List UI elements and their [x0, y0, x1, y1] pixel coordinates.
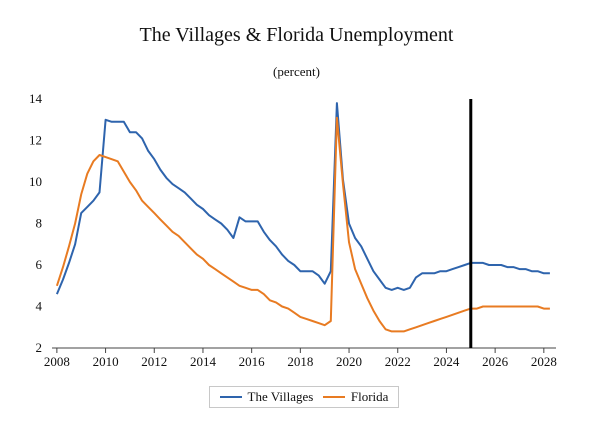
x-tick-label: 2024 — [433, 354, 460, 369]
y-tick-label: 14 — [29, 91, 43, 106]
chart-legend: The Villages Florida — [209, 386, 399, 408]
x-tick-label: 2022 — [385, 354, 411, 369]
legend-item-the-villages: The Villages — [219, 389, 314, 405]
x-tick-label: 2028 — [531, 354, 557, 369]
series-line-the-villages — [55, 102, 550, 295]
legend-swatch-the-villages — [219, 396, 242, 398]
x-tick-label: 2014 — [190, 354, 217, 369]
x-tick-label: 2026 — [482, 354, 509, 369]
chart-title: The Villages & Florida Unemployment — [139, 24, 454, 46]
x-tick-label: 2008 — [44, 354, 70, 369]
x-tick-label: 2018 — [287, 354, 313, 369]
x-tick-label: 2016 — [239, 354, 266, 369]
legend-item-florida: Florida — [322, 389, 389, 405]
legend-swatch-florida — [322, 396, 345, 398]
y-tick-label: 6 — [36, 257, 43, 272]
y-tick-label: 4 — [36, 299, 43, 314]
y-tick-label: 8 — [36, 216, 43, 231]
x-tick-label: 2010 — [93, 354, 119, 369]
y-tick-label: 10 — [29, 174, 42, 189]
legend-label-florida: Florida — [350, 389, 389, 404]
legend-label-the-villages: The Villages — [247, 389, 314, 404]
chart-subtitle: (percent) — [273, 64, 320, 79]
x-tick-label: 2020 — [336, 354, 362, 369]
series-line-florida — [55, 116, 550, 333]
y-tick-label: 2 — [36, 340, 43, 355]
x-tick-label: 2012 — [141, 354, 167, 369]
y-tick-label: 12 — [29, 133, 42, 148]
